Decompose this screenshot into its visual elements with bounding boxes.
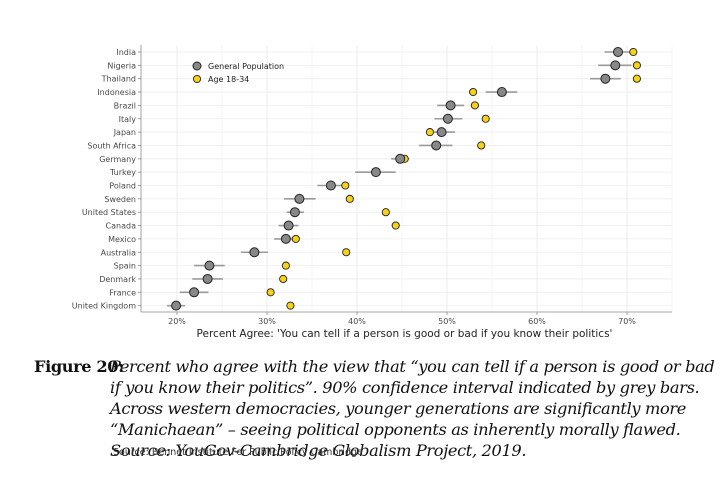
legend-label-age-18-34: Age 18-34 [208, 75, 249, 84]
point-general-population-south-africa [431, 140, 442, 151]
point-general-population-mexico [280, 233, 291, 244]
x-axis-label: Percent Agree: 'You can tell if a person… [197, 328, 613, 340]
x-tick-label-50: 50% [438, 317, 456, 326]
point-general-population-germany [395, 153, 406, 164]
legend-label-general-population: General Population [208, 62, 284, 71]
y-tick-label-germany: Germany [99, 155, 136, 164]
point-general-population-sweden [294, 193, 305, 204]
x-tick-label-60: 60% [528, 317, 546, 326]
y-axis-ticks: India Nigeria Thailand Indonesia Brazil Italy… [72, 48, 141, 311]
point-general-population-spain [204, 260, 215, 271]
y-tick-label-denmark: Denmark [99, 275, 136, 284]
point-general-population-italy [442, 113, 453, 124]
point-general-population-united-kingdom [171, 300, 182, 311]
point-age-18-34-france [266, 288, 275, 297]
figure-caption-text: Percent who agree with the view that “yo… [110, 357, 715, 460]
point-age-18-34-spain [281, 261, 290, 270]
point-age-18-34-indonesia [469, 88, 478, 97]
figure-caption: Figure 20: Percent who agree with the vi… [34, 356, 724, 461]
point-general-population-united-states [289, 207, 300, 218]
chart: India Nigeria Thailand Indonesia Brazil Italy… [72, 45, 673, 340]
y-tick-label-united-states: United States [82, 208, 136, 217]
point-general-population-indonesia [496, 87, 507, 98]
point-general-population-poland [325, 180, 336, 191]
point-age-18-34-united-states [381, 208, 390, 217]
point-general-population-japan [436, 127, 447, 138]
point-age-18-34-canada [391, 221, 400, 230]
y-tick-label-italy: Italy [119, 115, 137, 124]
y-tick-label-france: France [109, 288, 136, 297]
y-tick-label-south-africa: South Africa [87, 141, 136, 150]
point-age-18-34-south-africa [477, 141, 486, 150]
legend-marker-general-population [192, 61, 202, 71]
y-tick-label-thailand: Thailand [101, 75, 136, 84]
grid [141, 45, 673, 312]
data-points [171, 47, 641, 311]
point-age-18-34-sweden [345, 194, 354, 203]
y-tick-label-india: India [116, 48, 136, 57]
legend: General Population Age 18-34 [192, 61, 284, 84]
point-age-18-34-denmark [279, 274, 288, 284]
y-tick-label-japan: Japan [113, 128, 136, 137]
point-general-population-thailand [600, 73, 611, 84]
y-tick-label-poland: Poland [109, 182, 136, 191]
point-age-18-34-nigeria [632, 61, 641, 70]
point-general-population-india [613, 47, 623, 57]
y-tick-label-sweden: Sweden [104, 195, 136, 204]
x-tick-label-70: 70% [618, 317, 636, 326]
y-tick-label-australia: Australia [101, 248, 136, 257]
y-tick-label-nigeria: Nigeria [107, 61, 136, 70]
y-tick-label-mexico: Mexico [108, 235, 136, 244]
point-general-population-denmark [202, 273, 213, 284]
point-age-18-34-brazil [470, 101, 479, 110]
point-age-18-34-thailand [632, 74, 641, 83]
y-tick-label-indonesia: Indonesia [97, 88, 136, 97]
legend-marker-age-18-34 [192, 74, 202, 84]
point-age-18-34-poland [341, 181, 350, 190]
point-age-18-34-italy [481, 114, 490, 123]
y-tick-label-canada: Canada [106, 222, 137, 231]
x-tick-label-40: 40% [348, 317, 366, 326]
y-tick-label-turkey: Turkey [109, 168, 136, 177]
x-tick-label-20: 20% [168, 317, 186, 326]
point-general-population-canada [283, 220, 294, 231]
point-general-population-france [189, 287, 200, 298]
point-age-18-34-india [629, 47, 638, 57]
point-age-18-34-japan [425, 128, 434, 137]
confidence-intervals [167, 51, 633, 307]
x-tick-label-30: 30% [258, 317, 276, 326]
point-age-18-34-australia [342, 248, 351, 257]
point-general-population-nigeria [610, 60, 621, 71]
source-note: Source: Bennet Institute For Public Poli… [113, 447, 363, 458]
y-tick-label-brazil: Brazil [114, 101, 136, 110]
point-general-population-australia [249, 247, 260, 258]
x-axis-ticks: 20% 30% 40% 50% 60% 70% [168, 312, 636, 326]
point-age-18-34-mexico [291, 234, 300, 243]
y-tick-label-spain: Spain [114, 262, 136, 271]
figure-label: Figure 20: [34, 357, 124, 376]
point-age-18-34-united-kingdom [286, 301, 295, 310]
point-general-population-turkey [370, 167, 381, 178]
y-tick-label-united-kingdom: United Kingdom [72, 302, 136, 311]
point-general-population-brazil [445, 100, 456, 111]
